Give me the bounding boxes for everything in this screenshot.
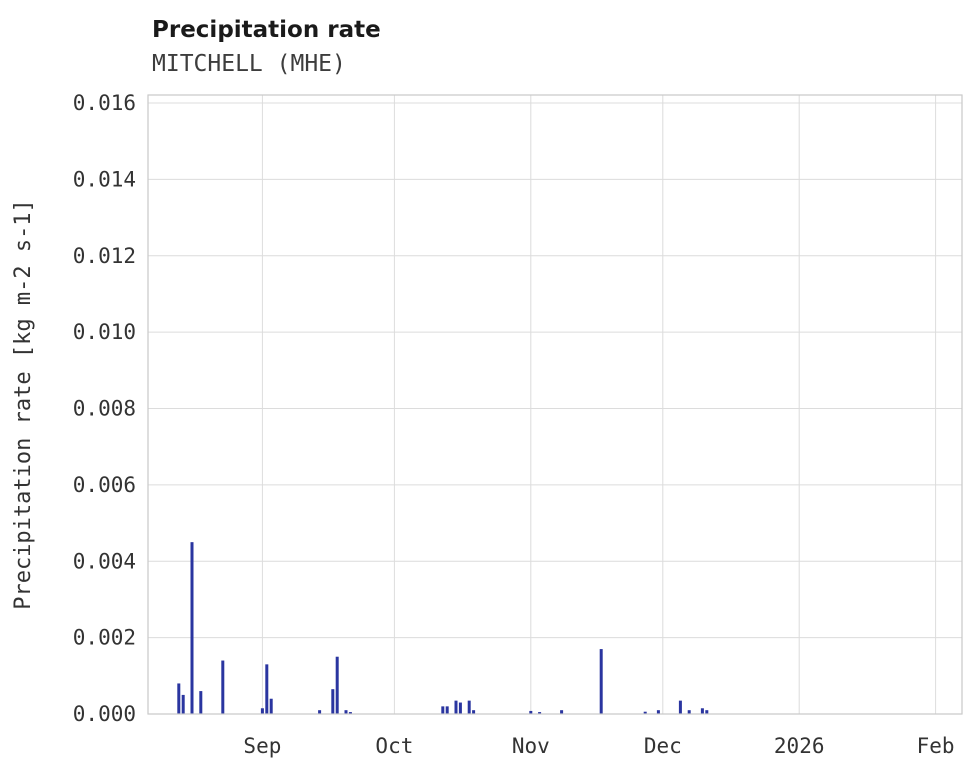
y-tick-label: 0.012 xyxy=(73,244,136,268)
bar xyxy=(560,710,564,714)
bar xyxy=(199,691,203,714)
x-tick-label: Dec xyxy=(644,734,682,758)
x-tick-label: Oct xyxy=(375,734,413,758)
x-tick-label: Feb xyxy=(917,734,955,758)
bar xyxy=(348,712,352,714)
y-tick-label: 0.000 xyxy=(73,702,136,726)
bar xyxy=(700,708,704,714)
bar xyxy=(441,706,445,714)
bar xyxy=(318,710,322,714)
bar xyxy=(458,702,462,714)
bar xyxy=(221,660,225,714)
bar xyxy=(177,683,181,714)
x-tick-label: 2026 xyxy=(774,734,825,758)
bar xyxy=(181,694,185,714)
bar xyxy=(538,712,542,714)
plot-border xyxy=(147,94,963,715)
bar xyxy=(335,656,339,714)
bar xyxy=(678,700,682,714)
plot-background xyxy=(148,95,962,714)
bar xyxy=(705,710,709,714)
y-tick-label: 0.004 xyxy=(73,549,136,573)
bar xyxy=(656,710,660,714)
y-tick-label: 0.014 xyxy=(73,167,136,191)
bar xyxy=(529,710,533,714)
bar xyxy=(599,649,603,714)
bar xyxy=(269,698,273,714)
bar xyxy=(260,708,264,714)
chart-title: Precipitation rate xyxy=(152,17,381,43)
bar xyxy=(454,700,458,714)
y-tick-label: 0.006 xyxy=(73,473,136,497)
bar xyxy=(265,664,269,714)
bar xyxy=(331,689,335,714)
bar xyxy=(344,710,348,714)
bar xyxy=(445,706,449,714)
y-axis-label: Precipitation rate [kg m-2 s-1] xyxy=(11,199,36,610)
bar xyxy=(643,711,647,714)
y-tick-label: 0.008 xyxy=(73,397,136,421)
bar xyxy=(472,710,476,714)
y-tick-label: 0.016 xyxy=(73,91,136,115)
bar xyxy=(467,700,471,714)
y-tick-label: 0.010 xyxy=(73,320,136,344)
chart-subtitle: MITCHELL (MHE) xyxy=(152,51,346,77)
bar xyxy=(687,710,691,714)
x-tick-label: Nov xyxy=(512,734,550,758)
y-tick-label: 0.002 xyxy=(73,626,136,650)
bar xyxy=(190,542,194,714)
x-tick-label: Sep xyxy=(243,734,281,758)
